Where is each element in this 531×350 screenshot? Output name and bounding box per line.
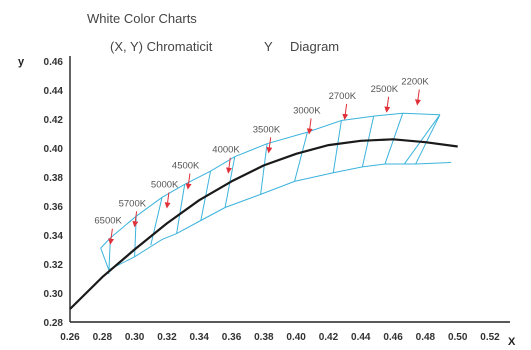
chart-subtitle-part-1: (X, Y) Chromaticit: [110, 39, 213, 54]
x-tick-label: 0.36: [222, 332, 242, 343]
bin-divider: [294, 131, 308, 182]
cct-arrow: [132, 211, 139, 228]
planckian-locus-line: [69, 138, 458, 310]
bin-divider: [332, 120, 342, 173]
x-tick-label: 0.26: [60, 332, 80, 343]
x-tick-label: 0.48: [416, 332, 436, 343]
bin-divider: [260, 143, 268, 195]
y-tick-label: 0.32: [44, 260, 64, 271]
cct-label: 4500K: [172, 161, 200, 172]
x-tick-label: 0.30: [125, 332, 145, 343]
cct-label: 2200K: [401, 77, 429, 88]
cct-label: 2700K: [329, 91, 357, 102]
chart-title: White Color Charts: [87, 11, 197, 26]
x-tick-label: 0.40: [286, 332, 306, 343]
cct-arrow: [108, 228, 115, 245]
cct-arrow: [414, 89, 421, 106]
plot-area: 0.28 0.30 0.32 0.34 0.36 0.38 0.40 0.42 0.44 0.46…: [44, 56, 510, 343]
cct-arrow: [342, 103, 349, 120]
x-tick-label: 0.32: [157, 332, 177, 343]
y-tick-label: 0.40: [44, 144, 64, 155]
y-tick-label: 0.36: [44, 202, 64, 213]
cct-arrow: [306, 118, 313, 135]
y-tick-label: 0.34: [44, 231, 64, 242]
bin-band-left-edge: [100, 247, 110, 270]
bin-divider: [176, 184, 186, 234]
cct-arrow: [266, 137, 273, 154]
cct-arrow: [225, 157, 232, 174]
bin-divider: [415, 114, 441, 165]
cct-arrow: [185, 173, 192, 190]
cct-label: 3500K: [253, 124, 281, 135]
y-tick-label: 0.38: [44, 173, 64, 184]
x-tick-label: 0.38: [254, 332, 274, 343]
y-tick-label: 0.46: [44, 57, 64, 68]
y-axis-label: y: [18, 56, 25, 68]
x-tick-label: 0.42: [319, 332, 339, 343]
x-tick-label: 0.46: [383, 332, 403, 343]
cct-label: 3000K: [293, 106, 321, 117]
x-axis-label: X: [508, 336, 516, 348]
y-tick-label: 0.30: [44, 289, 64, 300]
cct-label: 5700K: [119, 198, 147, 209]
cct-label: 5000K: [151, 179, 179, 190]
x-tick-label: 0.44: [351, 332, 371, 343]
cct-arrow: [164, 192, 171, 209]
cct-label: 2500K: [371, 84, 399, 95]
y-tick-label: 0.42: [44, 115, 64, 126]
bin-band-lower-edge: [108, 162, 452, 271]
chart-subtitle-part-2: Y: [264, 39, 273, 54]
chart-subtitle-part-3: Diagram: [290, 39, 339, 54]
bin-band-right-edge: [403, 114, 441, 165]
y-tick-label: 0.44: [44, 86, 64, 97]
y-tick-label: 0.28: [44, 318, 64, 329]
cct-arrow: [384, 96, 391, 113]
cct-label: 4000K: [212, 145, 240, 156]
x-tick-label: 0.52: [480, 332, 500, 343]
cct-label: 6500K: [94, 216, 122, 227]
x-tick-label: 0.50: [448, 332, 468, 343]
x-tick-label: 0.28: [93, 332, 113, 343]
x-tick-label: 0.34: [189, 332, 209, 343]
bin-divider: [150, 197, 163, 246]
